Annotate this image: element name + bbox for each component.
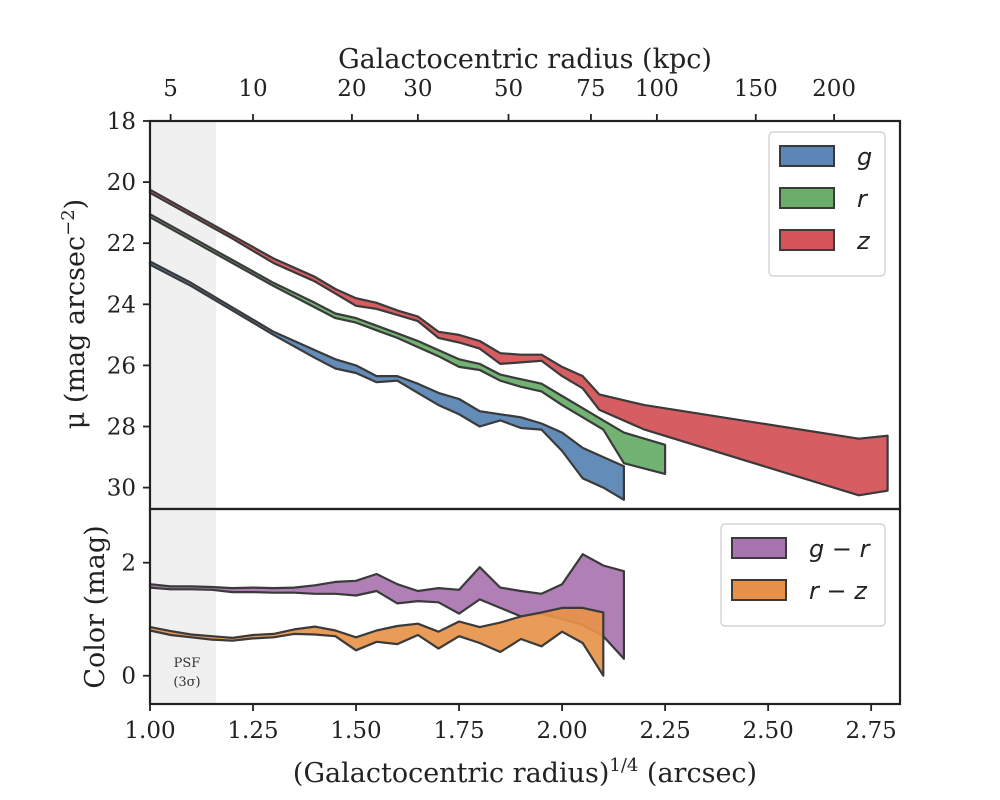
x-tick-label-2.50: 2.50	[743, 718, 794, 744]
psf-label-line2: (3σ)	[173, 675, 200, 690]
bottom-x-axis-title-main: (Galactocentric radius)	[293, 758, 609, 789]
top-x-tick-label-10: 10	[238, 76, 267, 102]
psf-region-bottom	[150, 509, 216, 704]
band-z	[148, 188, 889, 497]
top-x-tick-label-150: 150	[734, 76, 778, 102]
legend-bottom-label-0: g − r	[809, 535, 872, 563]
top-x-tick-label-100: 100	[635, 76, 679, 102]
y-tick-label-30: 30	[107, 476, 136, 502]
legend-bottom-swatch-1	[731, 579, 787, 601]
legend-top: grz	[768, 131, 886, 277]
legend-top-swatch-1	[779, 187, 835, 209]
y-tick-label-24: 24	[107, 292, 136, 318]
legend-top-label-2: z	[856, 227, 871, 255]
x-tick-label-1.50: 1.50	[330, 718, 381, 744]
top-x-axis-title: Galactocentric radius (kpc)	[338, 44, 712, 75]
bottom-y-axis-title: Color (mag)	[80, 525, 111, 688]
psf-label-line1: PSF	[174, 656, 201, 671]
legend-top-label-1: r	[857, 185, 869, 213]
surface-brightness-panel: 18 20 22 24 26 28 30 5 10 20 30 50 75 100 150 200 grz	[107, 76, 902, 511]
y-tick-label-18: 18	[107, 109, 136, 135]
band-g-minus-r	[148, 553, 625, 660]
y-tick-label-20: 20	[107, 170, 136, 196]
top-x-tick-label-75: 75	[576, 76, 605, 102]
legend-top-swatch-0	[779, 145, 835, 167]
top-x-tick-label-50: 50	[494, 76, 523, 102]
x-tick-label-2.00: 2.00	[536, 718, 587, 744]
top-x-tick-label-20: 20	[337, 76, 366, 102]
x-tick-label-2.25: 2.25	[640, 718, 691, 744]
top-x-tick-label-30: 30	[403, 76, 432, 102]
band-r-minus-z	[148, 606, 605, 677]
color-y-tick-label-2: 2	[121, 551, 136, 577]
y-tick-label-22: 22	[107, 231, 136, 257]
band-g	[148, 260, 625, 501]
top-y-axis-title-sup: −2	[58, 209, 79, 236]
top-x-tick-label-200: 200	[812, 76, 856, 102]
legend-bottom-swatch-0	[731, 537, 787, 559]
x-tick-label-1.00: 1.00	[124, 718, 175, 744]
legend-bottom-label-1: r − z	[809, 577, 868, 605]
legend-top-label-0: g	[857, 143, 872, 171]
x-tick-label-1.25: 1.25	[227, 718, 278, 744]
color-y-tick-label-0: 0	[121, 664, 136, 690]
legend-top-swatch-2	[779, 229, 835, 251]
bottom-x-axis-title-sup: 1/4	[609, 755, 638, 776]
top-x-tick-label-5: 5	[163, 76, 178, 102]
y-tick-label-26: 26	[107, 353, 136, 379]
top-y-axis-title: μ (mag arcsec−2)	[58, 199, 91, 429]
top-y-axis-title-main: μ (mag arcsec	[60, 236, 91, 429]
psf-region-top	[150, 121, 216, 509]
x-tick-label-2.75: 2.75	[846, 718, 897, 744]
bottom-plot-frame	[148, 507, 902, 706]
band-r	[148, 213, 667, 475]
bottom-x-axis-title-unit: (arcsec)	[638, 758, 757, 789]
legend-bottom: g − r r − z	[720, 523, 886, 627]
top-y-axis-title-close: )	[60, 199, 91, 210]
color-panel: 0 2 1.00 1.25 1.50 1.75 2.00 2.25 2.50 2.75 g − r r…	[121, 507, 902, 744]
x-tick-label-1.75: 1.75	[433, 718, 484, 744]
y-tick-label-28: 28	[107, 415, 136, 441]
bottom-x-axis-title: (Galactocentric radius)1/4 (arcsec)	[293, 755, 757, 789]
